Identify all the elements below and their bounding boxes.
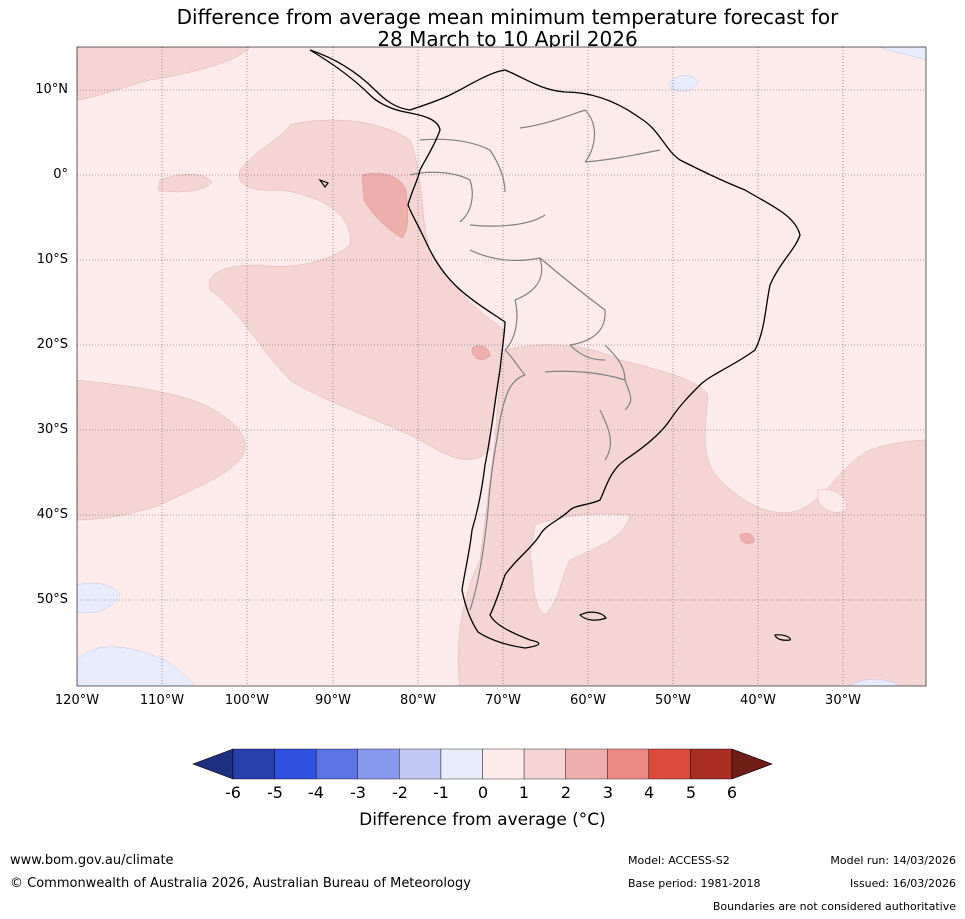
anomaly-northeast-negative	[879, 47, 926, 61]
lon-label: 50°W	[655, 693, 691, 708]
lat-label: 10°N	[35, 82, 68, 97]
chart-title-line-2: 28 March to 10 April 2026	[377, 27, 638, 51]
chart-title-line-1: Difference from average mean minimum tem…	[176, 5, 839, 29]
model-run-date: Model run: 14/03/2026	[830, 854, 956, 867]
colorbar-tick: 5	[685, 783, 697, 802]
colorbar-tick: 4	[643, 783, 655, 802]
copyright-notice: © Commonwealth of Australia 2026, Austra…	[10, 876, 471, 891]
colorbar-swatch	[357, 748, 400, 780]
colorbar-label: Difference from average (°C)	[359, 810, 606, 830]
colorbar-extend-low	[192, 748, 234, 780]
colorbar-swatch	[399, 748, 442, 780]
anomaly-southwest-negative-2	[77, 646, 196, 686]
lon-label: 110°W	[139, 693, 185, 708]
lat-label: 10°S	[36, 252, 68, 267]
colorbar-swatch	[232, 748, 275, 780]
lat-label: 0°	[53, 167, 68, 182]
colorbar-swatch	[648, 748, 691, 780]
lat-label: 30°S	[36, 422, 68, 437]
colorbar-swatch	[315, 748, 358, 780]
colorbar-tick: -2	[392, 783, 408, 802]
colorbar-tick: 1	[518, 783, 530, 802]
colorbar-tick: 3	[602, 783, 614, 802]
colorbar-swatch	[523, 748, 566, 780]
lat-label: 40°S	[36, 507, 68, 522]
forecast-map	[76, 46, 927, 687]
lat-label: 50°S	[36, 592, 68, 607]
colorbar-swatch	[565, 748, 608, 780]
base-period: Base period: 1981-2018	[628, 877, 761, 890]
colorbar-swatch	[482, 748, 525, 780]
anomaly-southwest-pacific	[77, 379, 246, 521]
lon-label: 80°W	[400, 693, 436, 708]
colorbar-swatch	[690, 748, 733, 780]
model-name: Model: ACCESS-S2	[628, 854, 730, 867]
south-america-coastline	[309, 49, 801, 649]
issued-date: Issued: 16/03/2026	[849, 877, 956, 890]
lon-label: 90°W	[315, 693, 351, 708]
lon-label: 70°W	[485, 693, 521, 708]
anomaly-patagonia-hole	[529, 513, 631, 616]
colorbar-tick: 0	[477, 783, 489, 802]
colorbar-tick: -5	[267, 783, 283, 802]
colorbar-tick: -6	[225, 783, 241, 802]
graticule	[77, 47, 926, 686]
colorbar-tick: -4	[308, 783, 324, 802]
colorbar-extend-high	[731, 748, 773, 780]
anomaly-north-patch	[77, 47, 251, 101]
boundaries-disclaimer: Boundaries are not considered authoritat…	[712, 900, 956, 913]
website-url[interactable]: www.bom.gov.au/climate	[10, 853, 174, 868]
country-borders	[409, 109, 661, 611]
lon-label: 100°W	[224, 693, 270, 708]
lat-label: 20°S	[36, 337, 68, 352]
anomaly-atlantic-hole	[817, 489, 847, 513]
anomaly-atlantic-patch	[739, 532, 755, 544]
lon-label: 40°W	[740, 693, 776, 708]
colorbar-swatch	[440, 748, 483, 780]
colorbar	[192, 748, 773, 780]
anomaly-southwest-negative	[77, 582, 121, 613]
colorbar-tick: -3	[350, 783, 366, 802]
islands	[318, 178, 791, 641]
colorbar-tick: 2	[560, 783, 572, 802]
map-frame	[76, 46, 927, 687]
lon-label: 60°W	[570, 693, 606, 708]
anomaly-northeast-negative-2	[669, 75, 699, 92]
anomaly-off-ecuador	[361, 172, 408, 239]
colorbar-tick: 6	[726, 783, 738, 802]
colorbar-swatch	[607, 748, 650, 780]
lon-label: 30°W	[825, 693, 861, 708]
colorbar-swatch	[274, 748, 317, 780]
colorbar-tick: -1	[433, 783, 449, 802]
anomaly-20s-patch	[471, 345, 491, 360]
lon-label: 120°W	[54, 693, 100, 708]
